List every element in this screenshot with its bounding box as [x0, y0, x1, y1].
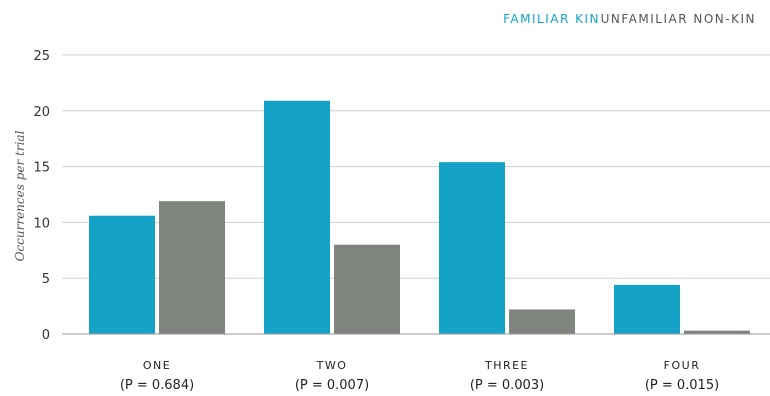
y-axis-label: Occurrences per trial	[13, 130, 27, 261]
y-tick-label: 20	[33, 105, 50, 120]
bar-three-familiar-kin	[439, 162, 505, 334]
bar-two-unfamiliar-non-kin	[334, 244, 400, 334]
x-category-label: ONE	[143, 359, 171, 372]
y-tick-label: 15	[33, 161, 50, 176]
p-value-label: (P = 0.007)	[295, 378, 369, 393]
x-category-label: TWO	[316, 359, 348, 372]
bar-four-unfamiliar-non-kin	[684, 330, 750, 334]
p-value-label: (P = 0.684)	[120, 378, 194, 393]
y-tick-label: 10	[33, 216, 50, 231]
bar-two-familiar-kin	[264, 100, 330, 334]
y-tick-label: 25	[33, 49, 50, 64]
y-tick-label: 0	[42, 328, 50, 343]
legend-item-unfamiliar-non-kin: UNFAMILIAR NON-KIN	[601, 12, 756, 26]
y-tick-label: 5	[42, 272, 50, 287]
bar-one-unfamiliar-non-kin	[159, 201, 225, 334]
bar-one-familiar-kin	[89, 215, 155, 334]
labels-layer: 0 5 10 15 20 25 ONE (P = 0.684) TWO (P = 0.007) TH…	[33, 49, 719, 393]
bar-four-familiar-kin	[614, 284, 680, 334]
x-category-label: FOUR	[664, 359, 701, 372]
bar-three-unfamiliar-non-kin	[509, 309, 575, 334]
legend-item-familiar-kin: FAMILIAR KIN	[503, 12, 600, 26]
bars-layer	[89, 100, 750, 334]
x-category-label: THREE	[484, 359, 529, 372]
p-value-label: (P = 0.003)	[470, 378, 544, 393]
p-value-label: (P = 0.015)	[645, 378, 719, 393]
